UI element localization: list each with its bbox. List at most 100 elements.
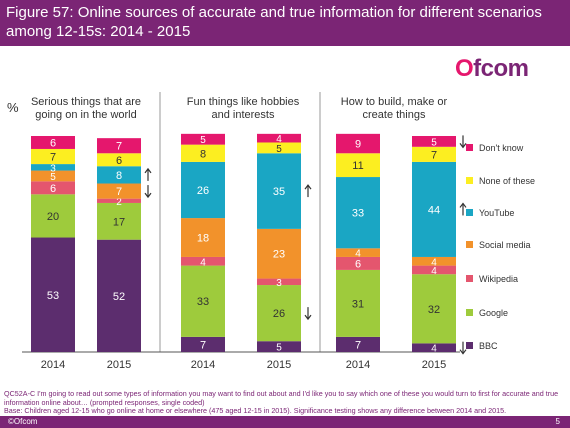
bar-segment-social-media	[31, 170, 75, 182]
legend-label-none-of-these: None of these	[479, 176, 535, 186]
data-label: 18	[197, 233, 209, 245]
legend-swatch-google	[466, 309, 473, 316]
data-label: 7	[116, 186, 122, 198]
data-label: 11	[352, 160, 363, 172]
data-label: 7	[355, 339, 361, 351]
significance-arrowhead	[304, 314, 312, 321]
data-label: 9	[355, 139, 361, 151]
ofcom-logo: Ofcom	[455, 55, 529, 83]
data-label: 4	[200, 257, 206, 268]
header-bar: Figure 57: Online sources of accurate an…	[0, 0, 570, 46]
data-label: 44	[428, 204, 440, 216]
significance-arrowhead	[459, 202, 467, 208]
bar-segment-youtube	[412, 161, 456, 257]
bar-segment-none-of-these	[412, 146, 456, 162]
bar-segment-bbc	[31, 237, 75, 352]
bar-segment-bbc	[412, 343, 456, 352]
legend-label-social-media: Social media	[479, 240, 531, 250]
legend-swatch-none-of-these	[466, 177, 473, 184]
data-label: 4	[431, 344, 437, 355]
bar-segment-none-of-these	[97, 153, 141, 167]
bar-segment-wikipedia	[31, 181, 75, 195]
base-note: Base: Children aged 12-15 who go online …	[4, 406, 507, 415]
bar-segment-bbc	[97, 239, 141, 352]
data-label: 26	[273, 308, 285, 320]
bar-segment-wikipedia	[412, 265, 456, 275]
data-label: 3	[50, 163, 56, 174]
significance-arrowhead	[144, 167, 152, 174]
data-label: 20	[47, 211, 59, 223]
data-label: 5	[200, 135, 206, 146]
page-title: Figure 57: Online sources of accurate an…	[6, 4, 542, 40]
year-label: 2014	[41, 359, 65, 371]
legend-swatch-wikipedia	[466, 275, 473, 282]
data-label: 6	[50, 183, 56, 195]
data-label: 53	[47, 290, 59, 302]
data-label: 33	[197, 296, 209, 308]
data-label: 5	[276, 343, 282, 354]
data-label: 35	[273, 186, 285, 198]
data-label: 4	[431, 257, 437, 268]
group-title: Serious things that are	[31, 96, 141, 108]
legend-swatch-social-media	[466, 241, 473, 248]
year-label: 2014	[191, 359, 215, 371]
bar-segment-wikipedia	[257, 278, 301, 286]
data-label: 7	[116, 141, 122, 153]
bar-segment-bbc	[257, 341, 301, 352]
data-label: 7	[200, 339, 206, 351]
data-label: 8	[116, 170, 122, 182]
question-note: QC52A-C I'm going to read out some types…	[4, 389, 559, 407]
bar-segment-don-t-know	[336, 133, 380, 154]
bar-segment-social-media	[257, 228, 301, 279]
data-label: 26	[197, 185, 209, 197]
year-label: 2015	[267, 359, 291, 371]
legend-label-bbc: BBC	[479, 341, 498, 351]
bar-segment-don-t-know	[181, 133, 225, 145]
bar-segment-social-media	[412, 256, 456, 266]
percent-unit-label: %	[7, 100, 19, 115]
bar-segment-social-media	[336, 248, 380, 257]
data-label: 4	[276, 134, 282, 145]
bar-segment-none-of-these	[181, 144, 225, 162]
data-label: 7	[50, 152, 56, 164]
logo-rest: fcom	[473, 55, 529, 82]
group-title: How to build, make or	[341, 96, 448, 108]
data-label: 5	[50, 172, 56, 183]
bar-segment-wikipedia	[181, 256, 225, 266]
data-label: 5	[431, 137, 437, 148]
significance-arrowhead	[459, 349, 467, 355]
bar-segment-wikipedia	[97, 198, 141, 203]
data-label: 6	[355, 258, 361, 270]
data-label: 23	[273, 249, 285, 261]
bar-segment-don-t-know	[97, 138, 141, 154]
data-label: 52	[113, 291, 125, 303]
data-label: 33	[352, 208, 364, 220]
year-label: 2015	[107, 359, 131, 371]
data-label: 2	[116, 197, 122, 208]
legend-swatch-youtube	[466, 209, 473, 216]
legend-label-don-t-know: Don't know	[479, 143, 524, 153]
data-label: 4	[355, 249, 361, 260]
bar-segment-youtube	[97, 166, 141, 184]
bar-segment-google	[336, 269, 380, 337]
bar-segment-don-t-know	[257, 133, 301, 143]
bar-segment-youtube	[181, 161, 225, 219]
year-label: 2015	[422, 359, 446, 371]
copyright-text: ©Ofcom	[8, 417, 38, 426]
significance-arrowhead	[304, 184, 312, 190]
footer-bar: ©Ofcom 5	[0, 416, 570, 428]
bar-segment-google	[31, 194, 75, 238]
year-label: 2014	[346, 359, 370, 371]
bar-segment-bbc	[336, 336, 380, 352]
bar-segment-don-t-know	[412, 136, 456, 147]
bar-segment-don-t-know	[31, 136, 75, 149]
legend-label-google: Google	[479, 308, 508, 318]
bar-segment-youtube	[257, 153, 301, 229]
bar-segment-google	[97, 202, 141, 240]
bar-segment-social-media	[181, 218, 225, 257]
legend-swatch-bbc	[466, 342, 473, 349]
data-label: 8	[200, 148, 206, 160]
group-title: create things	[363, 109, 426, 121]
data-label: 32	[428, 304, 440, 316]
